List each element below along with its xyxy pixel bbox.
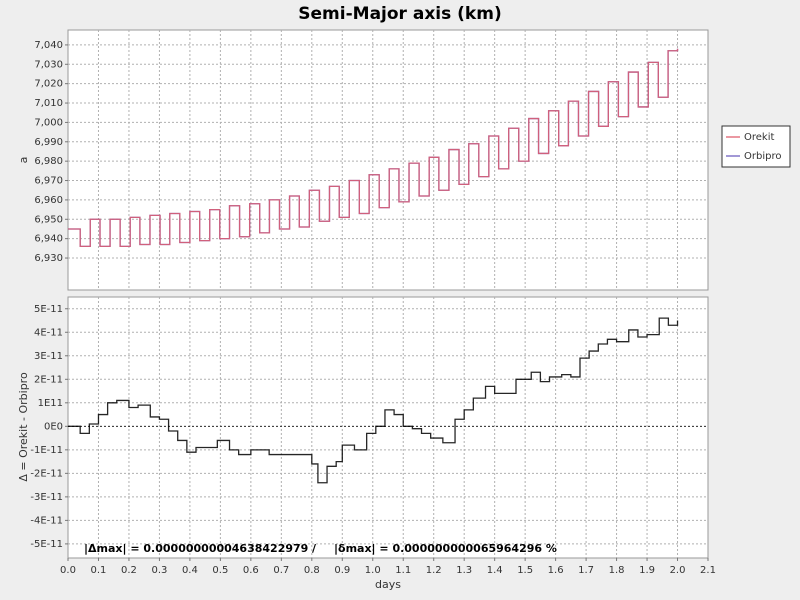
y-tick-label: 6,970 bbox=[34, 176, 63, 187]
y-tick-label: 6,930 bbox=[34, 253, 63, 264]
x-tick-label: 1.5 bbox=[517, 565, 533, 576]
y-tick-label: 4E-11 bbox=[34, 327, 63, 338]
x-tick-label: 0.6 bbox=[243, 565, 259, 576]
x-tick-label: 0.3 bbox=[151, 565, 167, 576]
x-tick-label: 0.0 bbox=[60, 565, 76, 576]
x-tick-label: 1.0 bbox=[365, 565, 381, 576]
x-tick-label: 0.5 bbox=[212, 565, 228, 576]
y-tick-label: 6,990 bbox=[34, 137, 63, 148]
y-tick-label: 2E-11 bbox=[34, 374, 63, 385]
x-tick-label: 0.8 bbox=[304, 565, 320, 576]
x-tick-label: 1.8 bbox=[609, 565, 625, 576]
x-tick-label: 1.3 bbox=[456, 565, 472, 576]
x-tick-label: 1.9 bbox=[639, 565, 655, 576]
y-tick-label: 5E-11 bbox=[34, 304, 63, 315]
x-tick-label: 1.7 bbox=[578, 565, 594, 576]
x-tick-label: 0.4 bbox=[182, 565, 198, 576]
series-line bbox=[68, 317, 679, 484]
x-tick-label: 0.1 bbox=[91, 565, 107, 576]
y-tick-label: 6,950 bbox=[34, 214, 63, 225]
legend-label: Orekit bbox=[744, 132, 774, 143]
x-tick-label: 2.0 bbox=[670, 565, 686, 576]
legend-label: Orbipro bbox=[744, 151, 781, 162]
annotation: / bbox=[312, 542, 317, 555]
x-tick-label: 0.2 bbox=[121, 565, 137, 576]
x-tick-label: 1.1 bbox=[395, 565, 411, 576]
y-tick-label: 6,960 bbox=[34, 195, 63, 206]
y-tick-label: -3E-11 bbox=[30, 492, 63, 503]
y-tick-label: 3E-11 bbox=[34, 351, 63, 362]
y-tick-label: -5E-11 bbox=[30, 539, 63, 550]
y-axis-label: Δ = Orekit - Orbipro bbox=[17, 372, 30, 482]
x-axis-label: days bbox=[375, 578, 401, 591]
y-tick-label: 7,000 bbox=[34, 117, 63, 128]
y-tick-label: 7,010 bbox=[34, 98, 63, 109]
x-tick-label: 1.4 bbox=[487, 565, 503, 576]
y-tick-label: 6,980 bbox=[34, 156, 63, 167]
series-line bbox=[68, 48, 679, 248]
y-axis-label: a bbox=[17, 157, 30, 164]
plot-area bbox=[67, 29, 709, 291]
plot-area bbox=[67, 296, 709, 559]
x-tick-label: 1.2 bbox=[426, 565, 442, 576]
y-tick-label: -1E-11 bbox=[30, 445, 63, 456]
x-tick-label: 0.7 bbox=[273, 565, 289, 576]
chart-title: Semi-Major axis (km) bbox=[298, 4, 501, 24]
y-tick-label: 7,040 bbox=[34, 40, 63, 51]
x-tick-label: 2.1 bbox=[700, 565, 716, 576]
x-tick-label: 1.6 bbox=[548, 565, 564, 576]
y-tick-label: -4E-11 bbox=[30, 515, 63, 526]
y-tick-label: -2E-11 bbox=[30, 468, 63, 479]
annotation: |δmax| = 0.000000000065964296 % bbox=[334, 542, 557, 555]
y-tick-label: 7,020 bbox=[34, 79, 63, 90]
y-tick-label: 6,940 bbox=[34, 234, 63, 245]
legend-box bbox=[721, 125, 791, 168]
y-tick-label: 0E0 bbox=[44, 421, 63, 432]
x-tick-label: 0.9 bbox=[334, 565, 350, 576]
y-tick-label: 1E11 bbox=[38, 398, 63, 409]
y-tick-label: 7,030 bbox=[34, 59, 63, 70]
annotation: |Δmax| = 0.00000000004638422979 bbox=[84, 542, 308, 555]
